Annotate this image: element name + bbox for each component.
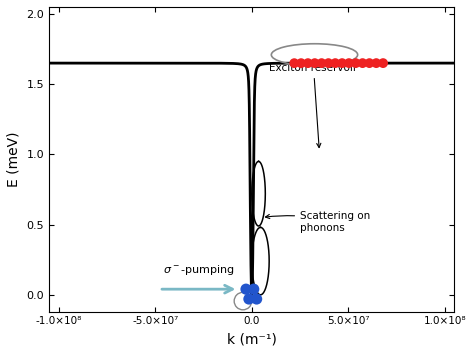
Text: Exciton reservoir: Exciton reservoir — [269, 63, 358, 148]
Point — [297, 60, 305, 66]
Point — [291, 60, 298, 66]
Point — [365, 60, 373, 66]
Point — [311, 60, 319, 66]
Point — [359, 60, 366, 66]
X-axis label: k (m⁻¹): k (m⁻¹) — [227, 332, 277, 346]
Point — [253, 296, 260, 302]
Text: $\sigma^-$-pumping: $\sigma^-$-pumping — [163, 263, 235, 276]
Point — [325, 60, 332, 66]
Point — [331, 60, 339, 66]
Point — [352, 60, 360, 66]
Point — [379, 60, 387, 66]
Y-axis label: E (meV): E (meV) — [7, 132, 21, 187]
Point — [245, 296, 253, 302]
Point — [318, 60, 325, 66]
Point — [304, 60, 312, 66]
Point — [242, 286, 250, 292]
Point — [338, 60, 346, 66]
Point — [345, 60, 353, 66]
Point — [250, 286, 257, 292]
Text: Scattering on
phonons: Scattering on phonons — [265, 211, 370, 233]
Point — [373, 60, 380, 66]
